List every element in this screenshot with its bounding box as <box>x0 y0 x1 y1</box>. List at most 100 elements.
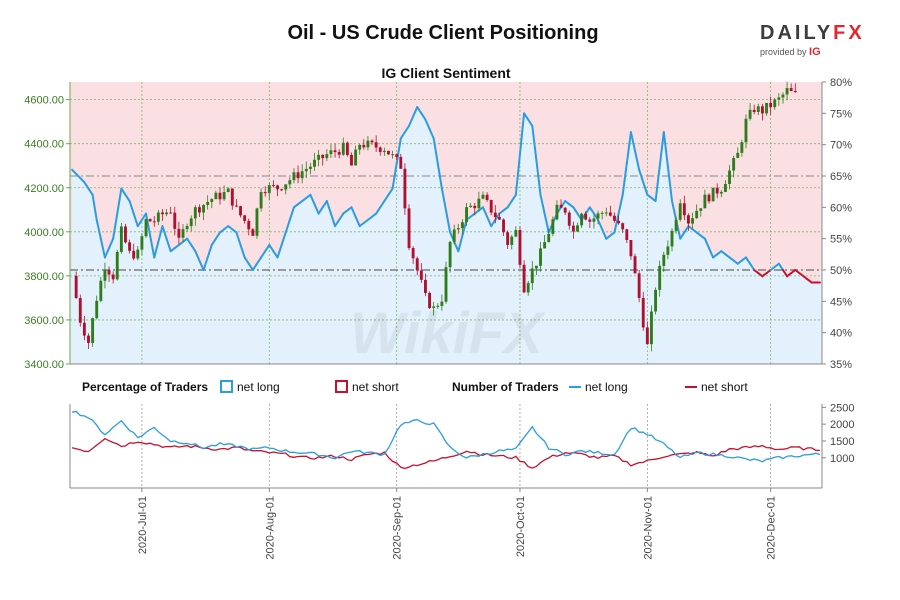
candle-body <box>169 212 173 214</box>
sentiment-segment <box>453 240 460 253</box>
sentiment-segment <box>494 212 501 221</box>
sentiment-segment <box>436 162 443 190</box>
candle-body <box>699 208 703 211</box>
sentiment-segment <box>440 187 447 212</box>
candle-body <box>645 327 649 345</box>
sentiment-segment <box>543 212 550 234</box>
candle-body <box>444 267 448 302</box>
legend-num-heading: Number of Traders <box>452 380 559 394</box>
candle-body <box>625 229 629 240</box>
candle-body <box>777 97 781 100</box>
candle-body <box>658 265 662 290</box>
sentiment-segment <box>280 231 287 246</box>
sentiment-segment <box>634 149 641 171</box>
sentiment-segment <box>350 206 357 218</box>
candle-body <box>230 188 234 206</box>
candle-body <box>296 172 300 179</box>
sentiment-segment <box>198 259 205 271</box>
candle-body <box>87 335 90 343</box>
candle-body <box>502 219 505 233</box>
sentiment-segment <box>445 209 452 234</box>
sentiment-segment <box>338 212 345 221</box>
candle-body <box>592 218 596 222</box>
candle-body <box>711 187 715 202</box>
logo-main-text: DAILY <box>760 22 834 44</box>
candle-body <box>140 236 144 250</box>
pct-tick-label: 45% <box>830 296 852 308</box>
candle-body <box>703 194 707 209</box>
sentiment-segment <box>514 153 521 196</box>
candle-body <box>128 242 132 251</box>
candle-body <box>350 154 353 166</box>
sentiment-segment <box>510 193 517 203</box>
candle-body <box>288 180 292 185</box>
candle-body <box>255 208 259 236</box>
candle-body <box>165 212 169 215</box>
candle-body <box>107 269 111 275</box>
candle-body <box>493 212 497 217</box>
sentiment-segment <box>535 159 542 196</box>
candle-body <box>576 225 579 232</box>
sentiment-segment <box>486 215 493 228</box>
sentiment-segment <box>601 228 608 240</box>
candle-body <box>637 273 641 298</box>
candle-body <box>399 156 403 169</box>
sentiment-segment <box>481 206 489 218</box>
candle-body <box>124 226 127 243</box>
candle-body <box>234 205 238 207</box>
legend-pct-heading: Percentage of Traders <box>82 380 209 394</box>
sentiment-segment <box>276 243 283 259</box>
candle-body <box>415 258 419 271</box>
logo-ig-text: IG <box>809 46 821 58</box>
sentiment-segment <box>403 124 411 134</box>
price-tick-label: 4200.00 <box>24 183 64 195</box>
pct-tick-label: 55% <box>830 234 852 246</box>
candle-body <box>276 185 279 190</box>
candle-body <box>522 264 526 293</box>
watermark: WikiFX <box>350 301 543 366</box>
sentiment-segment <box>334 218 341 228</box>
candle-body <box>596 213 600 219</box>
candle-body <box>436 305 440 307</box>
count-tick-label: 1000 <box>830 453 854 465</box>
candle-body <box>82 322 86 336</box>
price-tick-label: 3800.00 <box>24 271 64 283</box>
candle-body <box>95 300 99 319</box>
sentiment-segment <box>399 131 406 140</box>
candle-body <box>267 185 271 194</box>
candle-body <box>382 150 386 152</box>
sentiment-segment <box>420 112 427 121</box>
candle-body <box>185 226 189 230</box>
candle-body <box>345 142 349 155</box>
sentiment-segment <box>391 162 398 190</box>
sentiment-segment <box>416 106 423 115</box>
candle-body <box>428 292 432 308</box>
candle-body <box>354 149 358 166</box>
sentiment-segment <box>584 206 591 215</box>
sentiment-segment <box>210 237 217 246</box>
candle-body <box>526 283 530 293</box>
candle-body <box>588 219 592 222</box>
sentiment-segment <box>588 206 595 215</box>
sentiment-segment <box>194 250 201 262</box>
price-tick-label: 4600.00 <box>24 95 64 107</box>
candle-body <box>395 154 399 157</box>
candle-body <box>506 232 510 245</box>
candle-body <box>629 239 633 257</box>
sentiment-segment <box>165 237 172 253</box>
candle-body <box>99 280 103 301</box>
candle-body <box>687 215 690 224</box>
sentiment-segment <box>527 118 534 127</box>
pct-tick-label: 75% <box>830 108 852 120</box>
date-tick-label: 2020-Sep-01 <box>392 496 404 560</box>
candle-body <box>329 150 333 155</box>
candle-body <box>613 215 616 221</box>
candle-body <box>403 168 407 209</box>
candle-body <box>173 212 177 229</box>
sentiment-segment <box>457 234 464 253</box>
candle-body <box>337 152 341 155</box>
candle-body <box>78 298 82 323</box>
candle-body <box>769 102 773 108</box>
candle-body <box>333 150 337 153</box>
